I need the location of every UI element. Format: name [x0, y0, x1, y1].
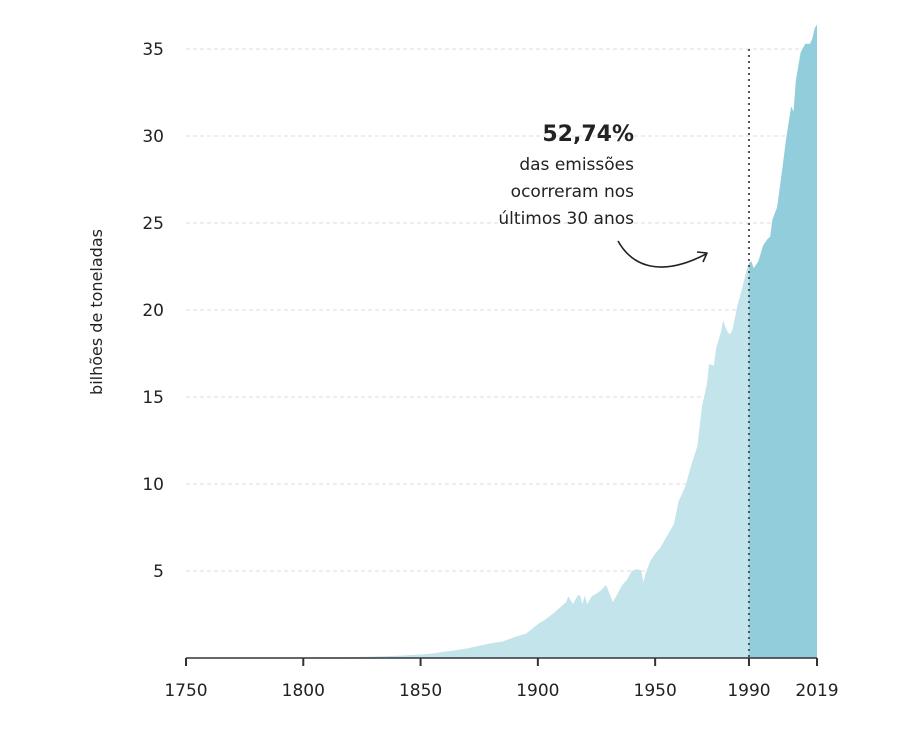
- y-tick-label: 25: [142, 214, 164, 234]
- annotation-arrowhead-icon: [696, 251, 708, 263]
- x-axis-ticks: 1750 1800 1850 1900 1950 1990 2019: [164, 658, 839, 701]
- y-tick-label: 15: [142, 388, 164, 408]
- annotation-arrow-icon: [617, 240, 707, 268]
- x-tick-label: 1950: [634, 681, 677, 701]
- x-tick-label: 1750: [164, 681, 207, 701]
- y-tick-label: 30: [142, 127, 164, 147]
- y-tick-label: 35: [142, 40, 164, 60]
- y-tick-label: 20: [142, 301, 164, 321]
- y-tick-label: 5: [153, 562, 164, 582]
- area-series: [186, 24, 817, 659]
- annotation-line-3: últimos 30 anos: [498, 209, 634, 229]
- area-before-1990: [186, 263, 749, 658]
- x-tick-label: 1800: [282, 681, 325, 701]
- x-tick-label: 1990: [727, 681, 770, 701]
- area-since-1990: [748, 24, 817, 659]
- annotation-value: 52,74%: [542, 122, 634, 147]
- y-axis-ticks: 5 10 15 20 25 30 35: [142, 40, 164, 582]
- y-axis-label: bilhões de toneladas: [87, 229, 106, 395]
- x-tick-label: 1850: [399, 681, 442, 701]
- x-tick-label: 2019: [795, 681, 838, 701]
- annotation: 52,74% das emissões ocorreram nos último…: [498, 122, 708, 268]
- y-tick-label: 10: [142, 475, 164, 495]
- annotation-line-1: das emissões: [519, 155, 634, 175]
- x-tick-label: 1900: [516, 681, 559, 701]
- annotation-line-2: ocorreram nos: [511, 182, 634, 202]
- gridlines: [186, 48, 817, 572]
